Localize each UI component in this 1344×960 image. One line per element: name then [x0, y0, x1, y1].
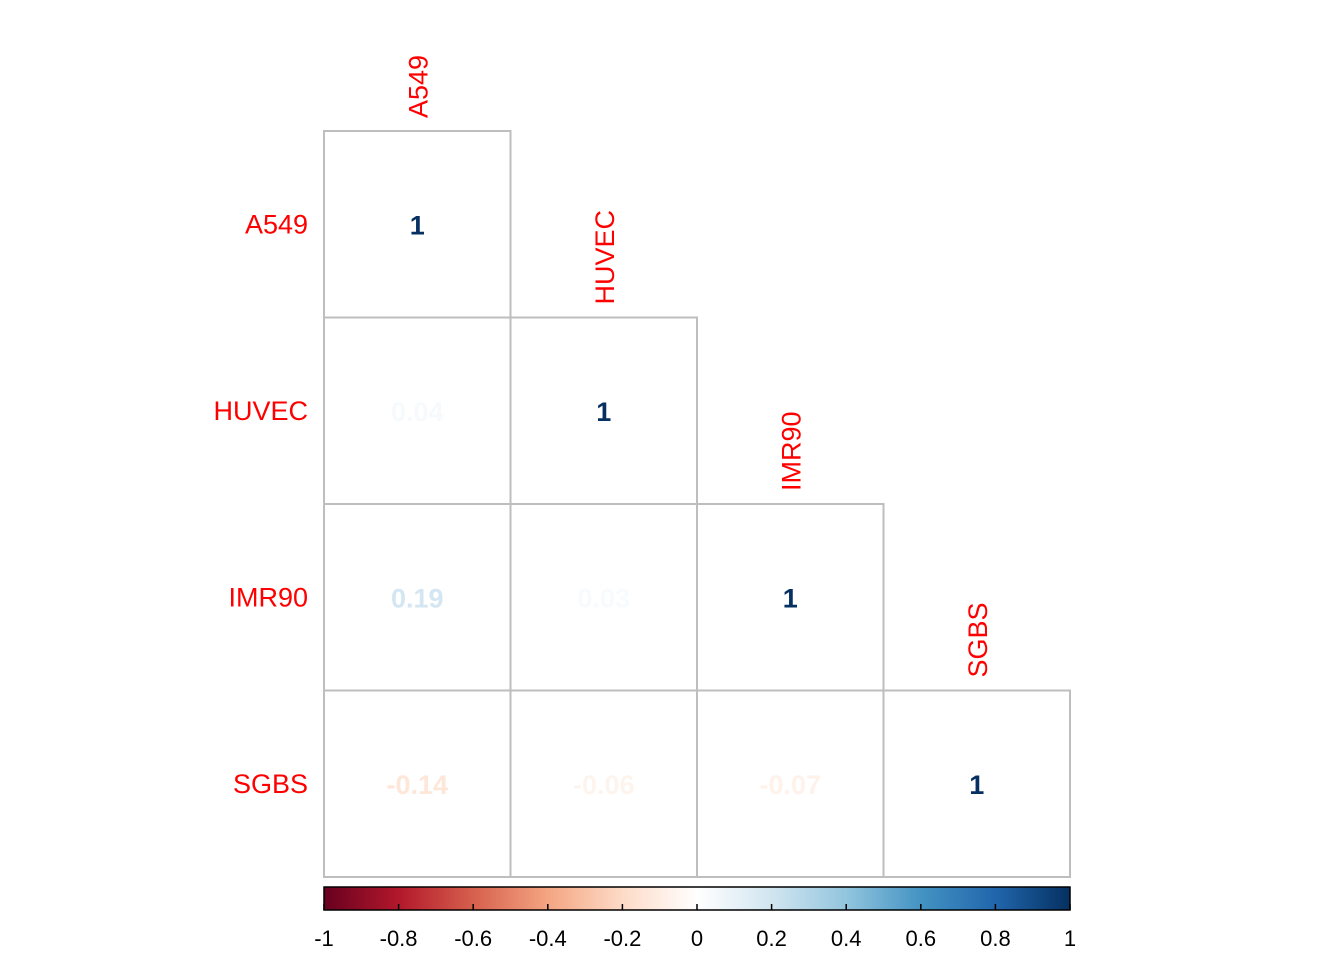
- correlation-cells: [323, 130, 1071, 878]
- column-label-imr90: IMR90: [776, 411, 806, 491]
- row-labels: A549 HUVEC IMR90 SGBS: [213, 209, 308, 799]
- value-label-sgbs-imr90: -0.07: [759, 770, 821, 800]
- cell-imr90-a549: [323, 503, 512, 692]
- cell-sgbs-huvec: [509, 689, 698, 878]
- colorbar-tick-label: -0.6: [454, 926, 492, 951]
- value-label-imr90-a549: 0.19: [391, 583, 444, 613]
- cell-a549-a549: [323, 130, 512, 319]
- cell-huvec-huvec: [509, 316, 698, 505]
- colorbar-tick-label: -0.2: [603, 926, 641, 951]
- value-label-sgbs-huvec: -0.06: [573, 770, 635, 800]
- value-label-imr90-imr90: 1: [783, 583, 798, 613]
- column-label-sgbs: SGBS: [963, 602, 993, 677]
- cell-imr90-imr90: [696, 503, 885, 692]
- value-label-huvec-huvec: 1: [596, 397, 611, 427]
- value-label-sgbs-a549: -0.14: [386, 770, 448, 800]
- colorbar-tick-label: 0.8: [980, 926, 1011, 951]
- correlation-values: 1 0.04 1 0.19 0.03 1 -0.14 -0.06 -0.07 1: [386, 210, 984, 800]
- value-label-huvec-a549: 0.04: [391, 397, 444, 427]
- colorbar-tick-label: 0.2: [756, 926, 787, 951]
- colorbar-tick-label: -0.4: [529, 926, 567, 951]
- column-label-huvec: HUVEC: [590, 210, 620, 305]
- cell-sgbs-a549: [323, 689, 512, 878]
- cell-sgbs-imr90: [696, 689, 885, 878]
- cell-imr90-huvec: [509, 503, 698, 692]
- row-label-huvec: HUVEC: [213, 396, 308, 426]
- cell-huvec-a549: [323, 316, 512, 505]
- value-label-imr90-huvec: 0.03: [577, 583, 630, 613]
- column-labels: A549 HUVEC IMR90 SGBS: [403, 55, 993, 678]
- colorbar-tick-label: -0.8: [380, 926, 418, 951]
- value-label-sgbs-sgbs: 1: [969, 770, 984, 800]
- row-label-a549: A549: [245, 209, 308, 239]
- cell-sgbs-sgbs: [882, 689, 1071, 878]
- row-label-imr90: IMR90: [228, 582, 308, 612]
- row-label-sgbs: SGBS: [233, 769, 308, 799]
- colorbar-tick-label: -1: [314, 926, 334, 951]
- colorbar-ticks: -1 -0.8 -0.6 -0.4 -0.2 0 0.2 0.4 0.6 0.8 1: [314, 904, 1076, 951]
- colorbar-tick-label: 1: [1064, 926, 1076, 951]
- colorbar-tick-label: 0.6: [906, 926, 937, 951]
- colorbar-tick-label: 0: [691, 926, 703, 951]
- value-label-a549-a549: 1: [410, 210, 425, 240]
- column-label-a549: A549: [403, 55, 433, 118]
- colorbar-tick-label: 0.4: [831, 926, 862, 951]
- colorbar: -1 -0.8 -0.6 -0.4 -0.2 0 0.2 0.4 0.6 0.8 1: [314, 886, 1076, 951]
